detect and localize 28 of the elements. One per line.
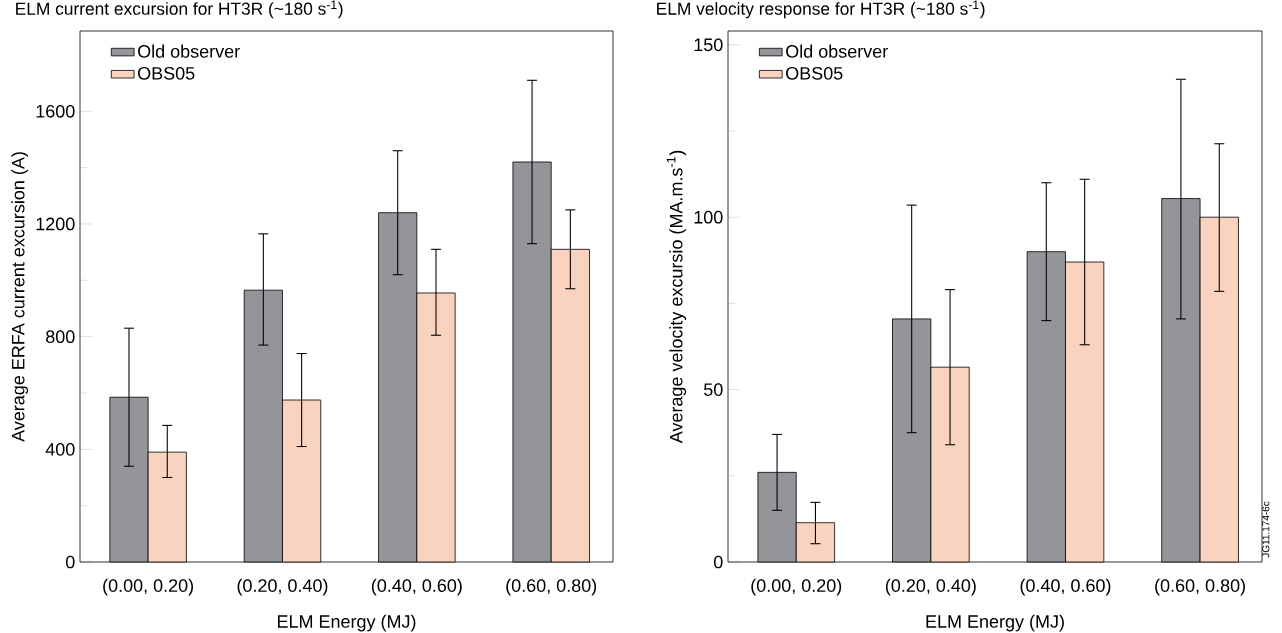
y-axis-title: Average ERFA current excursion (A) xyxy=(11,152,29,442)
y-tick-label: 0 xyxy=(714,555,723,569)
x-tick-label: (0.40, 0.60) xyxy=(371,578,462,596)
x-tick-label: (0.20, 0.40) xyxy=(885,578,976,596)
y-tick-label: 0 xyxy=(65,555,75,569)
y-tick-label: 1600 xyxy=(36,104,75,118)
legend-label: Old observer xyxy=(138,44,240,58)
text: JG11.174-6c xyxy=(1262,501,1270,558)
chart-title: ELM current excursion for HT3R (~180 s$^{-1}$) xyxy=(16,0,343,19)
x-tick-label: (0.20, 0.40) xyxy=(237,578,328,596)
x-tick-label: (0.40, 0.60) xyxy=(1020,578,1111,596)
y-tick-label: 1200 xyxy=(36,217,75,231)
x-tick-label: (0.60, 0.80) xyxy=(506,578,597,596)
y-tick-label: 50 xyxy=(703,383,723,396)
x-tick-label: (0.00, 0.20) xyxy=(751,578,842,596)
y-tick-label: 800 xyxy=(46,330,75,344)
chart-title: ELM velocity response for HT3R (~180 s$^{-1}$) xyxy=(657,0,985,19)
x-axis-title: ELM Energy (MJ) xyxy=(926,614,1064,632)
x-tick-label: (0.00, 0.20) xyxy=(103,578,194,596)
x-tick-label: (0.60, 0.80) xyxy=(1155,578,1245,596)
y-tick-label: 400 xyxy=(45,442,75,456)
x-axis-title: ELM Energy (MJ) xyxy=(277,614,416,632)
y-axis-title: Average velocity excursio (MA.m.s$^{-1}$) xyxy=(666,150,687,444)
y-tick-label: 100 xyxy=(694,210,723,224)
legend-label: OBS05 xyxy=(786,66,843,80)
legend-label: OBS05 xyxy=(138,66,195,80)
y-tick-label: 150 xyxy=(694,38,723,52)
legend-label: Old observer xyxy=(786,44,888,58)
